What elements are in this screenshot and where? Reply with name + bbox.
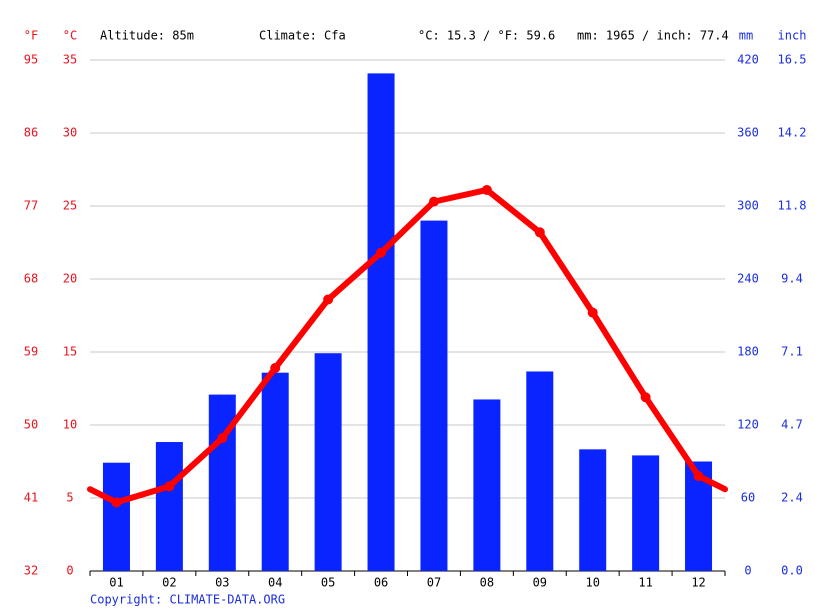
yf-tick-label: 77 (24, 199, 38, 213)
bar (155, 442, 183, 571)
x-tick-label: 12 (691, 576, 705, 590)
bar (261, 372, 289, 571)
y3-tick-label: 2.4 (781, 491, 803, 505)
unit-f: °F (24, 29, 38, 43)
temperature-point (217, 433, 228, 444)
x-tick-label: 10 (585, 576, 599, 590)
x-tick-label: 06 (374, 576, 388, 590)
bar (632, 455, 660, 571)
yf-tick-label: 41 (24, 491, 38, 505)
bar (526, 371, 554, 571)
y2-tick-label: 60 (741, 491, 755, 505)
x-tick-label: 08 (480, 576, 494, 590)
y3-tick-label: 11.8 (778, 198, 807, 212)
altitude: Altitude: 85m (100, 29, 194, 43)
bar (102, 462, 130, 571)
yf-tick-label: 68 (24, 272, 38, 286)
temperature-point (587, 307, 598, 318)
x-tick-label: 05 (321, 576, 335, 590)
temperature-point (640, 392, 651, 403)
temperature-point (481, 184, 492, 195)
temperature-line (115, 186, 702, 506)
bar (420, 220, 448, 571)
y2-tick-label: 120 (737, 418, 759, 432)
y-tick-label: 10 (63, 418, 77, 432)
y2-tick-label: 0 (744, 564, 751, 578)
bar (367, 73, 395, 571)
y2-tick-label: 180 (737, 345, 759, 359)
unit-inch: inch (778, 29, 807, 43)
y3-tick-label: 0.0 (781, 564, 803, 578)
x-tick-label: 01 (109, 576, 123, 590)
x-tick-label: 07 (427, 576, 441, 590)
y3-tick-label: 14.2 (778, 125, 807, 139)
temperature-point (111, 497, 122, 508)
temperature-point (428, 196, 439, 207)
y-tick-label: 20 (63, 272, 77, 286)
yf-tick-label: 95 (24, 53, 38, 67)
mean-temperature: °C: 15.3 / °F: 59.6 (418, 29, 555, 43)
y-tick-label: 30 (63, 126, 77, 140)
x-tick-label: 03 (215, 576, 229, 590)
y3-tick-label: 4.7 (781, 418, 803, 432)
y-tick-label: 25 (63, 199, 77, 213)
bar (579, 449, 607, 571)
x-tick-label: 09 (533, 576, 547, 590)
yf-tick-label: 50 (24, 418, 38, 432)
temperature-point (376, 247, 387, 258)
temperature-point (270, 363, 281, 374)
copyright: Copyright: CLIMATE-DATA.ORG (90, 593, 285, 607)
yf-tick-label: 59 (24, 345, 38, 359)
y2-tick-label: 300 (737, 199, 759, 213)
y-tick-label: 15 (63, 345, 77, 359)
y3-tick-label: 9.4 (781, 271, 803, 285)
y-tick-label: 5 (66, 491, 73, 505)
temperature-point (534, 227, 545, 238)
temperature-point (693, 471, 704, 482)
annual-precipitation: mm: 1965 / inch: 77.4 (577, 29, 729, 43)
x-tick-label: 02 (162, 576, 176, 590)
y-tick-label: 0 (66, 564, 73, 578)
bar (473, 399, 501, 571)
y3-tick-label: 7.1 (781, 344, 803, 358)
bar (314, 353, 342, 571)
temperature-point (164, 481, 175, 492)
yf-tick-label: 86 (24, 126, 38, 140)
unit-mm: mm (739, 29, 753, 43)
y2-tick-label: 360 (737, 126, 759, 140)
yf-tick-label: 32 (24, 564, 38, 578)
y3-tick-label: 16.5 (778, 53, 807, 67)
y-tick-label: 35 (63, 53, 77, 67)
unit-c: °C (63, 29, 77, 43)
x-tick-label: 04 (268, 576, 282, 590)
temperature-point (323, 294, 334, 305)
y2-tick-label: 240 (737, 272, 759, 286)
y2-tick-label: 420 (737, 53, 759, 67)
climate: Climate: Cfa (259, 29, 346, 43)
x-tick-label: 11 (638, 576, 652, 590)
